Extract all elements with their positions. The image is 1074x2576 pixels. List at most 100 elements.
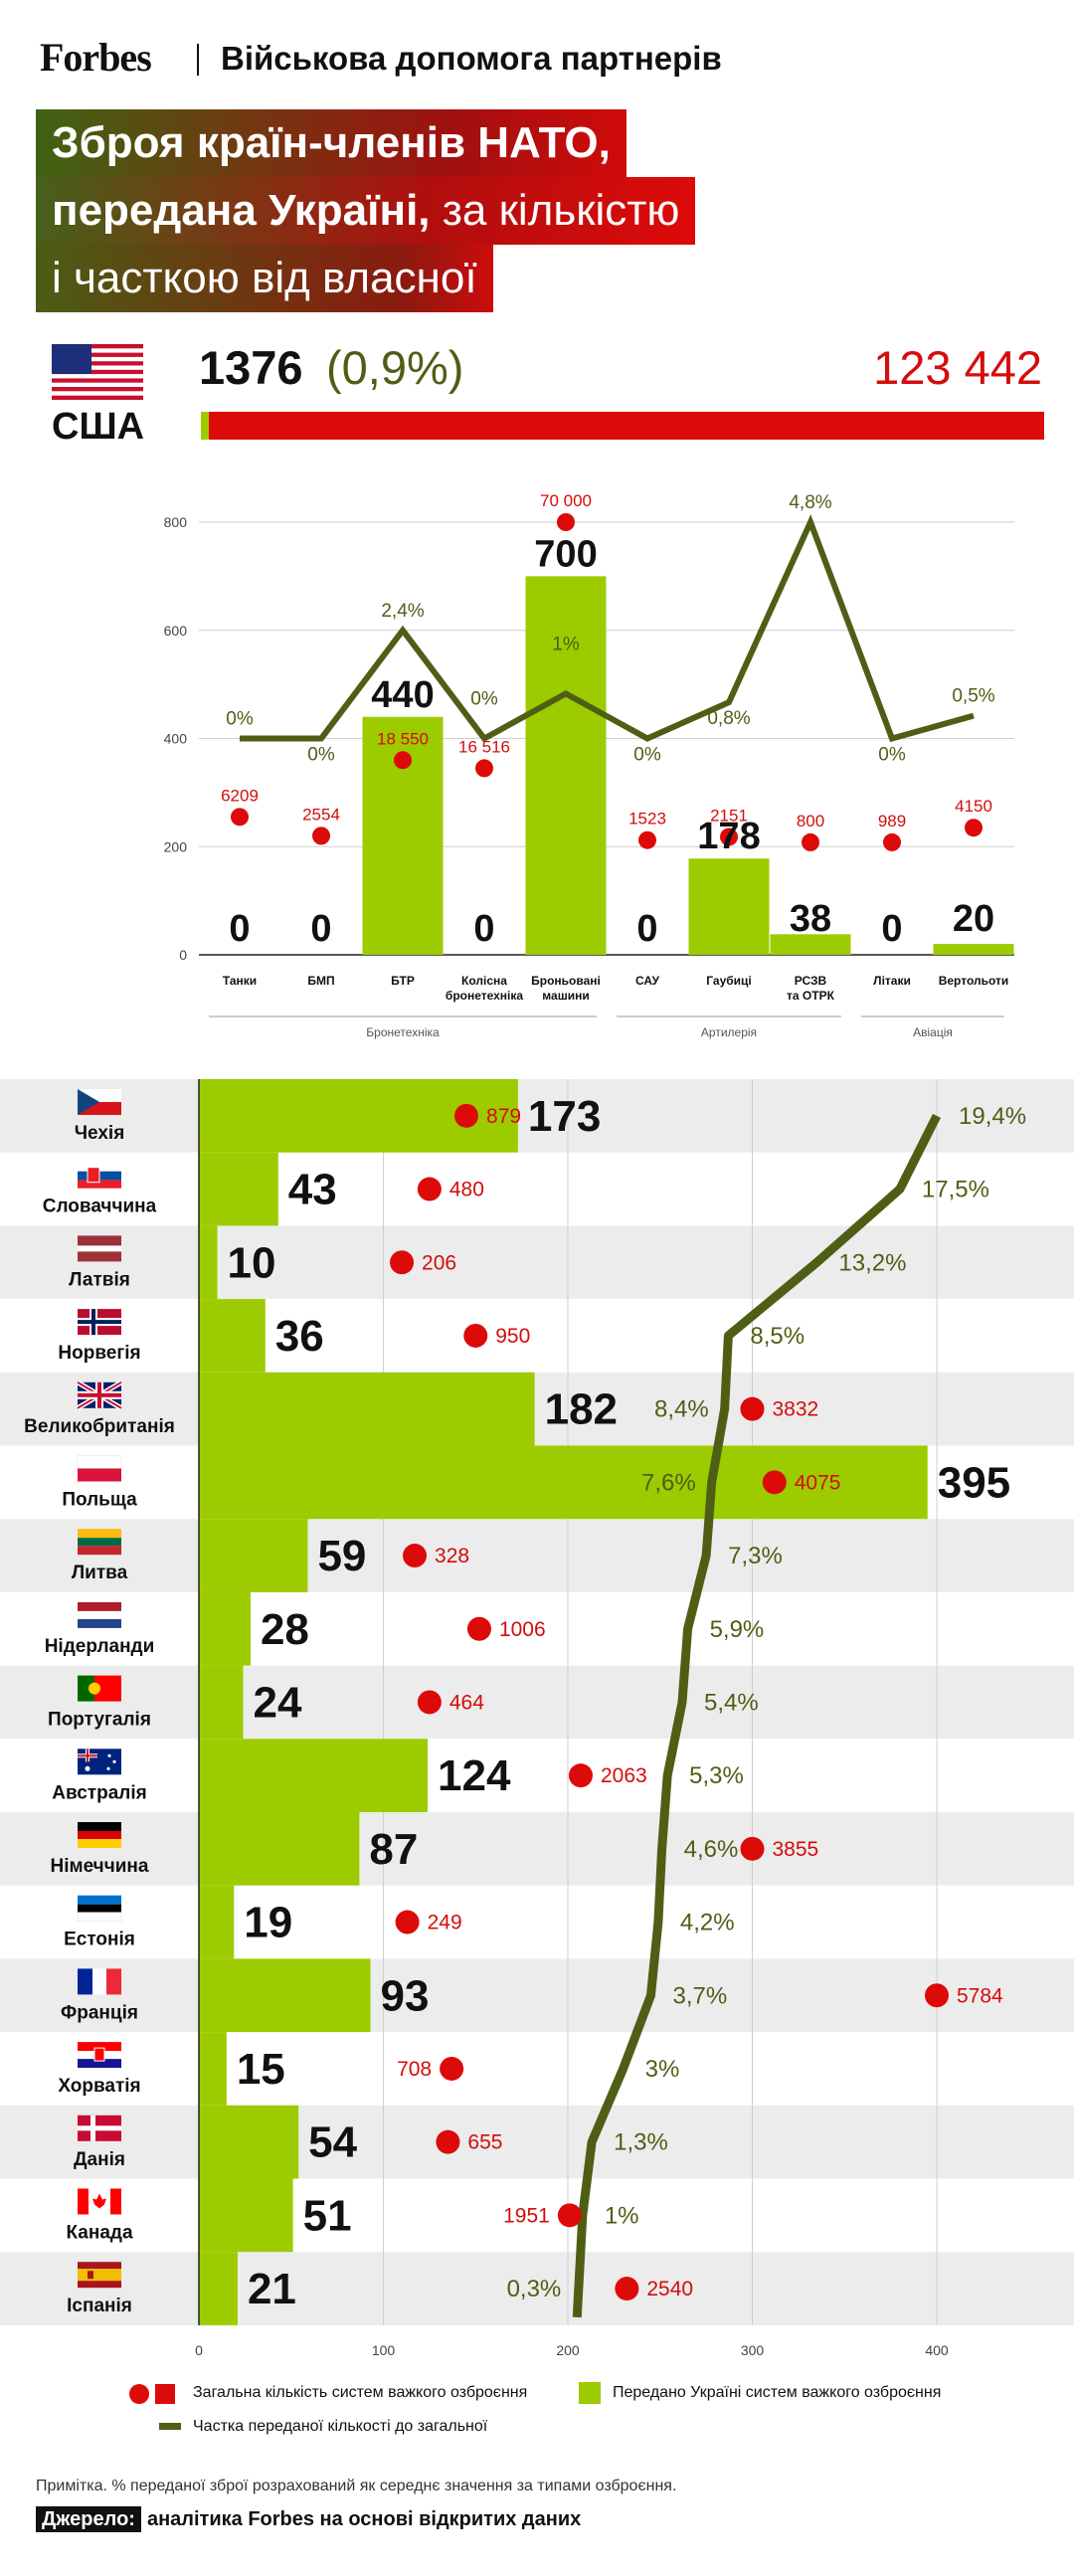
flag-leaf — [92, 2193, 106, 2209]
row-band — [0, 1372, 1074, 1446]
flag-triangle — [78, 1089, 99, 1115]
row-band — [0, 1885, 1074, 1959]
share-label: 8,5% — [750, 1323, 805, 1350]
value-label: 51 — [303, 2191, 352, 2240]
flag-stripe — [78, 1180, 121, 1189]
value-label: 395 — [938, 1458, 1010, 1507]
category-label: БМП — [307, 974, 334, 988]
share-label: 4,8% — [789, 492, 831, 513]
flag-stripe — [77, 1912, 122, 1922]
flag-stripe — [78, 2281, 121, 2289]
total-label: 2151 — [710, 806, 748, 825]
value-label: 178 — [697, 816, 760, 857]
bar — [199, 1372, 535, 1446]
y-tick-label: 0 — [179, 947, 187, 963]
bar — [199, 1665, 244, 1740]
flag-stripe — [92, 1968, 106, 1995]
bar — [199, 1591, 251, 1666]
row-band — [0, 1812, 1074, 1886]
row-band — [0, 1225, 1074, 1300]
share-label: 0% — [470, 689, 498, 710]
total-label: 4075 — [795, 1471, 841, 1494]
flag-stripe — [78, 2269, 121, 2282]
share-label: 7,6% — [641, 1469, 696, 1496]
flag-stripe — [106, 1968, 121, 1995]
value-label: 93 — [381, 1971, 430, 2020]
usa-label: США — [52, 406, 145, 448]
flag-stripe — [78, 1538, 121, 1547]
brand-logo: Forbes — [40, 35, 152, 80]
value-label: 54 — [308, 2118, 357, 2167]
total-dot — [463, 1323, 488, 1348]
value-label: 10 — [228, 1238, 276, 1287]
value-label: 182 — [545, 1385, 618, 1434]
title-text-2-rest: за кількістю — [430, 186, 680, 235]
value-label: 28 — [261, 1605, 309, 1654]
total-dot — [394, 751, 412, 770]
usa-transferred: 1376 — [199, 341, 303, 394]
country-label: Латвія — [69, 1269, 130, 1290]
total-label: 800 — [797, 812, 824, 830]
share-line — [572, 1113, 942, 2318]
total-label: 2540 — [646, 2278, 693, 2300]
flag-cross — [78, 1392, 121, 1397]
country-label: Норвегія — [58, 1343, 140, 1364]
source: Джерело: аналітика Forbes на основі відкр… — [36, 2506, 581, 2532]
total-dot — [557, 513, 575, 531]
total-label: 950 — [495, 1325, 530, 1348]
legend: Загальна кількість систем важкого озброє… — [0, 2372, 1074, 2452]
legend-share-label: Частка переданої кількості до загальної — [193, 2418, 488, 2435]
value-label: 173 — [528, 1092, 601, 1141]
value-label: 20 — [953, 898, 994, 940]
total-label: 3832 — [773, 1398, 819, 1421]
flag-stripe — [78, 1546, 121, 1556]
row-band — [0, 1519, 1074, 1592]
share-line — [240, 514, 975, 743]
bar — [199, 1445, 928, 1520]
share-label: 5,9% — [710, 1616, 765, 1643]
bar — [199, 2252, 238, 2325]
total-label: 480 — [449, 1179, 484, 1201]
country-label: Чехія — [75, 1123, 125, 1144]
flag-stripe — [78, 2059, 121, 2069]
share-label: 1,3% — [614, 2129, 668, 2156]
value-label: 0 — [473, 908, 494, 950]
category-label: Танки — [223, 974, 257, 988]
flag-stripe — [78, 1904, 121, 1913]
x-tick-label: 0 — [195, 2342, 203, 2358]
total-label: 989 — [878, 812, 906, 830]
flag-stripe — [78, 1610, 121, 1619]
share-label: 5,4% — [704, 1689, 759, 1716]
country-label: Хорватія — [58, 2076, 140, 2097]
share-label: 0,3% — [507, 2276, 562, 2302]
value-label: 124 — [438, 1751, 511, 1800]
country-label: Німеччина — [51, 1856, 149, 1877]
pt-flag-icon — [78, 1675, 121, 1702]
legend-share-icon — [159, 2423, 181, 2430]
total-dot — [557, 2203, 582, 2228]
total-label: 879 — [486, 1105, 521, 1128]
row-band — [0, 1079, 1074, 1153]
share-label: 0% — [633, 745, 661, 766]
y-tick-label: 600 — [164, 623, 188, 639]
share-label: 0% — [878, 745, 906, 766]
bar — [199, 1519, 308, 1592]
value-label: 36 — [275, 1312, 324, 1361]
total-label: 328 — [435, 1545, 469, 1567]
total-label: 1523 — [628, 810, 666, 828]
flag-stripe — [78, 1968, 92, 1995]
country-label: Литва — [72, 1563, 128, 1583]
total-label: 70 000 — [540, 491, 592, 510]
share-label: 19,4% — [959, 1103, 1026, 1130]
flag-emblem — [87, 1167, 100, 1184]
category-label: Броньовані — [531, 974, 601, 988]
bar — [199, 1152, 278, 1226]
header-divider — [197, 44, 199, 76]
y-tick-label: 800 — [164, 514, 188, 530]
row-band — [0, 1665, 1074, 1740]
legend-total-label: Загальна кількість систем важкого озброє… — [193, 2384, 528, 2401]
total-dot — [568, 1763, 593, 1788]
total-label: 655 — [467, 2131, 502, 2154]
share-label: 3% — [645, 2056, 680, 2083]
value-label: 0 — [310, 908, 331, 950]
